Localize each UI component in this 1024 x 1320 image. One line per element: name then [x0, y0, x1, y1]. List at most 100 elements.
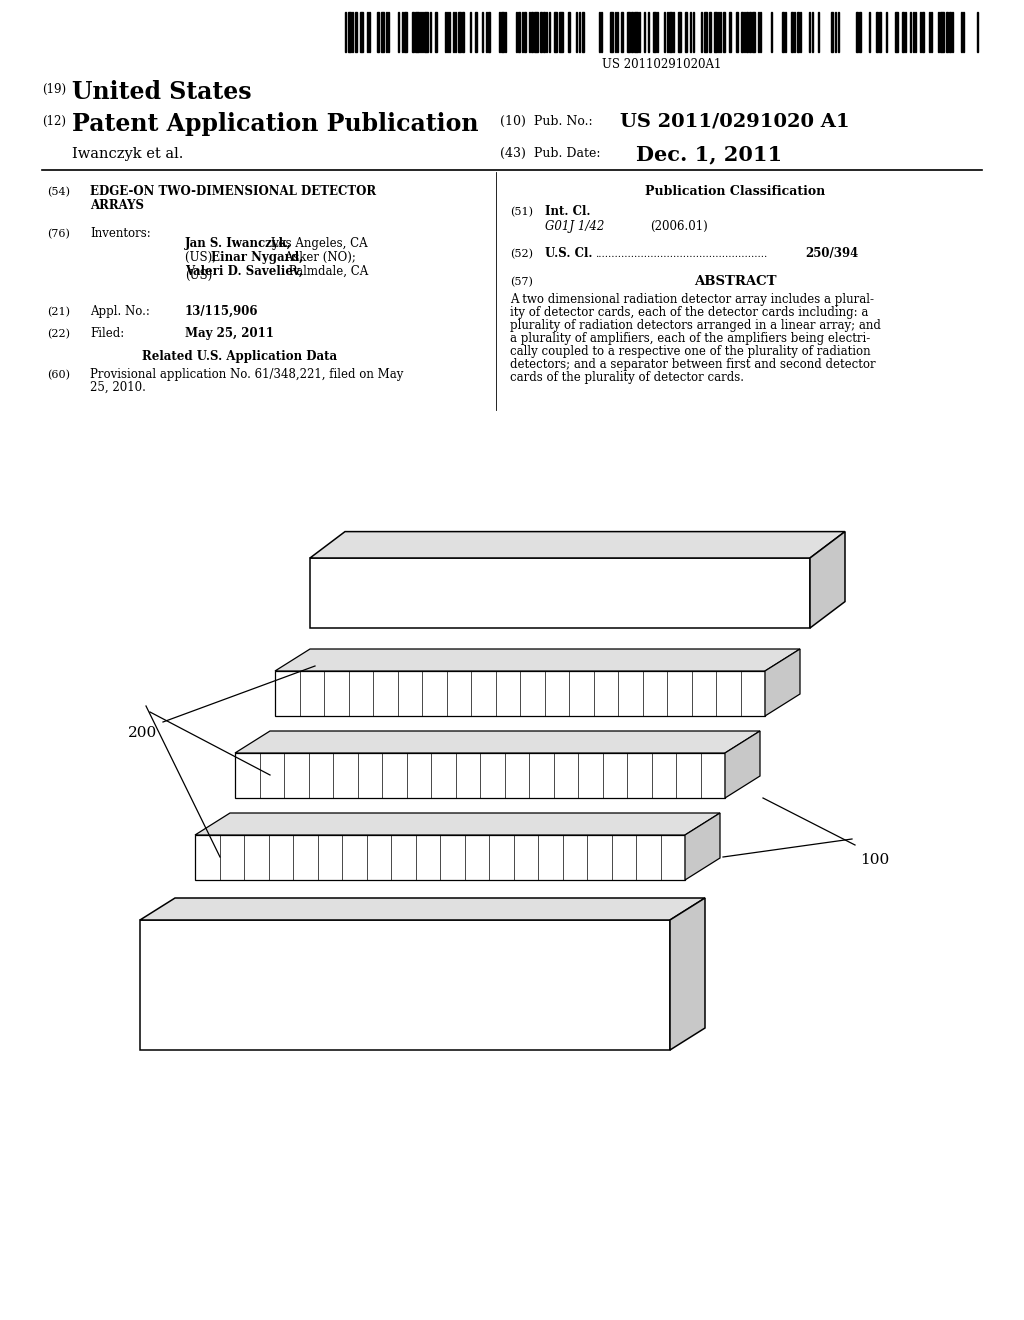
Text: G01J 1/42: G01J 1/42: [545, 220, 604, 234]
Text: (76): (76): [47, 228, 70, 239]
Text: Filed:: Filed:: [90, 327, 124, 341]
Bar: [709, 12, 712, 51]
Bar: [430, 12, 431, 51]
Bar: [459, 12, 461, 51]
Bar: [535, 12, 538, 51]
Bar: [693, 12, 694, 51]
Text: Appl. No.:: Appl. No.:: [90, 305, 150, 318]
Bar: [673, 12, 674, 51]
Bar: [664, 12, 665, 51]
Bar: [453, 12, 454, 51]
Bar: [528, 12, 529, 51]
Polygon shape: [275, 671, 765, 715]
Bar: [359, 12, 364, 51]
Bar: [791, 12, 793, 51]
Bar: [352, 12, 353, 51]
Bar: [485, 12, 486, 51]
Text: (12): (12): [42, 115, 66, 128]
Bar: [601, 12, 602, 51]
Bar: [760, 12, 761, 51]
Bar: [809, 12, 810, 51]
Bar: [746, 12, 748, 51]
Bar: [628, 12, 630, 51]
Bar: [487, 12, 490, 51]
Bar: [876, 12, 878, 51]
Bar: [701, 12, 702, 51]
Text: Publication Classification: Publication Classification: [645, 185, 825, 198]
Bar: [831, 12, 833, 51]
Bar: [455, 12, 456, 51]
Bar: [905, 12, 906, 51]
Bar: [705, 12, 707, 51]
Text: ABSTRACT: ABSTRACT: [693, 275, 776, 288]
Text: Int. Cl.: Int. Cl.: [545, 205, 591, 218]
Bar: [800, 12, 801, 51]
Bar: [614, 12, 616, 51]
Text: A two dimensional radiation detector array includes a plural-: A two dimensional radiation detector arr…: [510, 293, 874, 306]
Bar: [579, 12, 580, 51]
Polygon shape: [670, 898, 705, 1049]
Text: (51): (51): [510, 207, 534, 216]
Text: May 25, 2011: May 25, 2011: [185, 327, 273, 341]
Bar: [634, 12, 638, 51]
Bar: [554, 12, 557, 51]
Bar: [403, 12, 408, 51]
Text: 13/115,906: 13/115,906: [185, 305, 258, 318]
Bar: [505, 12, 506, 51]
Bar: [920, 12, 921, 51]
Bar: [522, 12, 523, 51]
Bar: [500, 12, 501, 51]
Bar: [470, 12, 471, 51]
Bar: [420, 12, 421, 51]
Text: (US): (US): [185, 269, 212, 282]
Bar: [949, 12, 950, 51]
Text: detectors; and a separator between first and second detector: detectors; and a separator between first…: [510, 358, 876, 371]
Bar: [940, 12, 944, 51]
Bar: [639, 12, 640, 51]
Text: (21): (21): [47, 306, 70, 317]
Bar: [653, 12, 655, 51]
Bar: [931, 12, 933, 51]
Text: (US);: (US);: [185, 251, 220, 264]
Bar: [412, 12, 414, 51]
Bar: [667, 12, 669, 51]
Bar: [518, 12, 519, 51]
Bar: [582, 12, 585, 51]
Text: U.S. Cl.: U.S. Cl.: [545, 247, 593, 260]
Text: Palmdale, CA: Palmdale, CA: [285, 265, 369, 279]
Text: Los Angeles, CA: Los Angeles, CA: [267, 238, 368, 249]
Bar: [714, 12, 717, 51]
Bar: [482, 12, 483, 51]
Bar: [544, 12, 545, 51]
Bar: [720, 12, 722, 51]
Bar: [462, 12, 464, 51]
Bar: [929, 12, 930, 51]
Bar: [644, 12, 645, 51]
Bar: [502, 12, 504, 51]
Bar: [961, 12, 962, 51]
Text: (43)  Pub. Date:: (43) Pub. Date:: [500, 147, 600, 160]
Bar: [749, 12, 751, 51]
Bar: [345, 12, 346, 51]
Text: 100: 100: [860, 853, 889, 867]
Bar: [401, 12, 402, 51]
Bar: [839, 12, 840, 51]
Bar: [381, 12, 384, 51]
Bar: [744, 12, 745, 51]
Bar: [723, 12, 725, 51]
Bar: [690, 12, 691, 51]
Text: cards of the plurality of detector cards.: cards of the plurality of detector cards…: [510, 371, 744, 384]
Bar: [798, 12, 799, 51]
Bar: [678, 12, 681, 51]
Bar: [856, 12, 857, 51]
Bar: [946, 12, 948, 51]
Bar: [540, 12, 543, 51]
Bar: [549, 12, 550, 51]
Text: (52): (52): [510, 248, 534, 259]
Bar: [424, 12, 428, 51]
Polygon shape: [765, 649, 800, 715]
Text: Asker (NO);: Asker (NO);: [281, 251, 356, 264]
Bar: [447, 12, 449, 51]
Bar: [771, 12, 772, 51]
Bar: [367, 12, 368, 51]
